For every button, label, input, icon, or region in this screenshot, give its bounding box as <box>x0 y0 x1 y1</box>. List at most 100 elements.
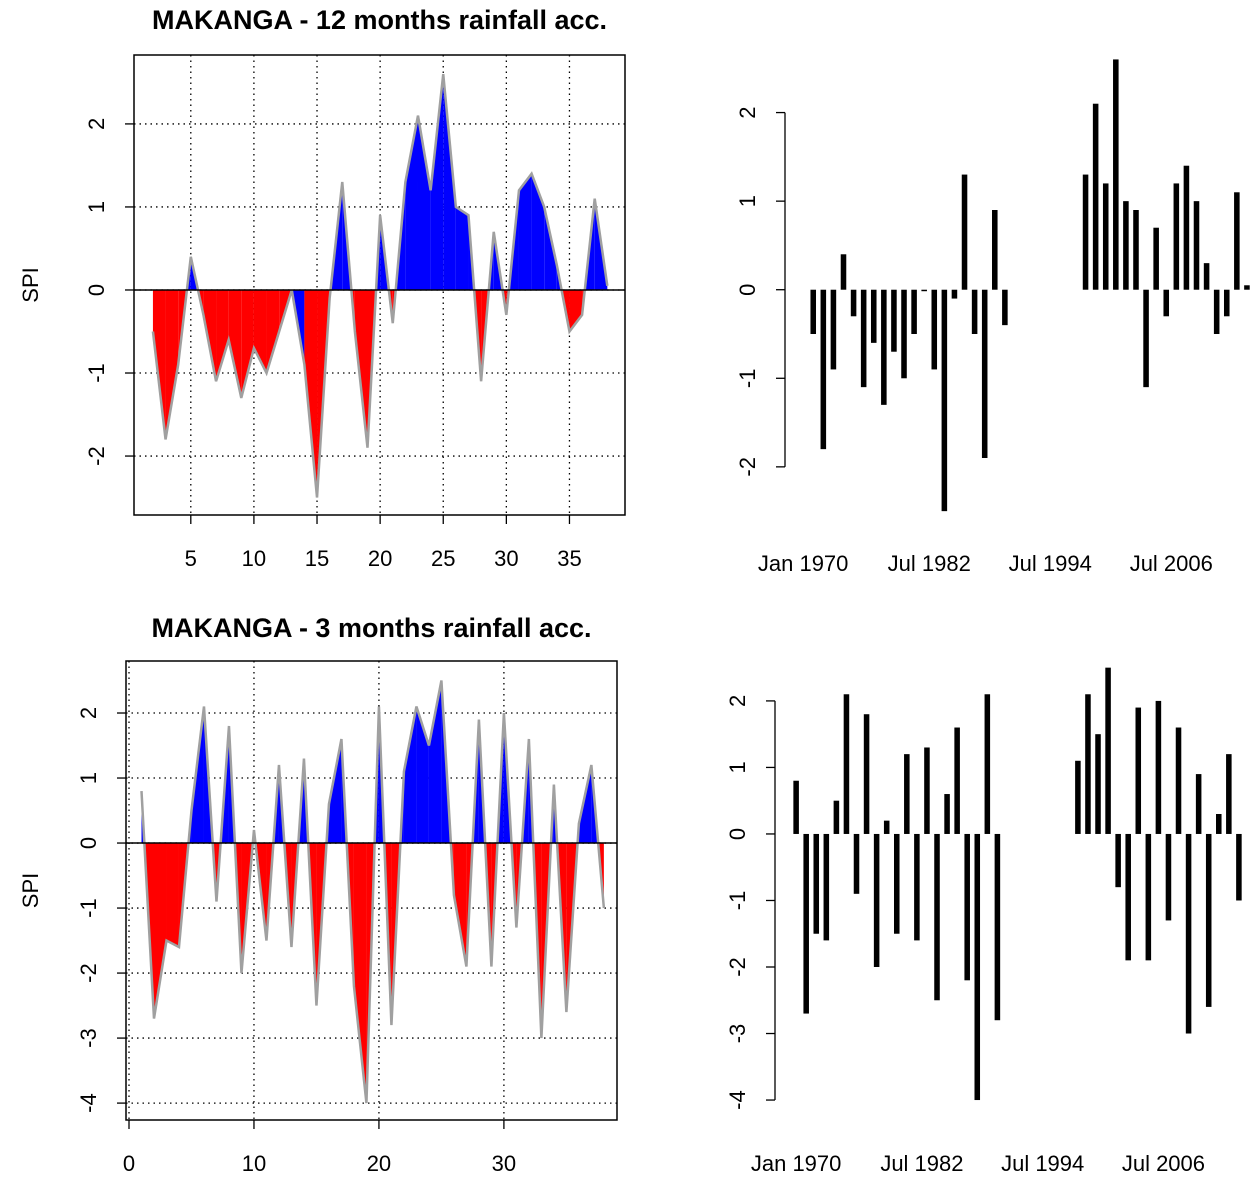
y-tick-label: 1 <box>76 772 101 784</box>
y-tick-label: 0 <box>76 837 101 849</box>
bar <box>1205 833 1212 1007</box>
bar <box>1153 227 1159 290</box>
bar <box>1175 727 1182 834</box>
bar <box>971 289 978 334</box>
y-tick-label: -2 <box>735 457 760 477</box>
x-tick-label: 30 <box>492 1151 516 1176</box>
bar <box>860 289 867 388</box>
bar <box>883 820 890 834</box>
area-segment <box>166 843 179 948</box>
bar <box>1193 201 1200 290</box>
area-segment <box>453 843 467 967</box>
bar <box>981 289 988 458</box>
bar <box>830 289 837 370</box>
bar <box>1223 289 1230 317</box>
spi-line <box>151 73 609 498</box>
y-tick-label: 2 <box>76 707 101 719</box>
bar <box>961 174 968 290</box>
bar <box>984 694 991 834</box>
area-segment <box>443 74 456 290</box>
bar <box>1145 833 1152 961</box>
x-tick-label: Jul 2006 <box>1122 1151 1205 1176</box>
y-axis-label: SPI <box>18 873 43 908</box>
bar <box>924 747 930 834</box>
area-segment <box>153 843 167 1019</box>
x-tick-label: Jan 1970 <box>751 1151 842 1176</box>
plot-frame <box>125 660 618 1121</box>
area-segment <box>455 206 469 290</box>
bar <box>893 833 900 934</box>
bar <box>1125 833 1131 961</box>
bar <box>810 289 817 334</box>
y-tick-label: 0 <box>84 284 109 296</box>
bar <box>840 254 847 290</box>
bar <box>1226 754 1232 834</box>
y-tick-label: -4 <box>76 1093 101 1113</box>
y-tick-label: -2 <box>725 957 750 977</box>
bar <box>941 289 948 512</box>
area-segment <box>544 206 557 290</box>
bar <box>1085 694 1091 834</box>
area-segment <box>328 739 342 844</box>
y-tick-label: 0 <box>735 284 760 296</box>
bar <box>951 289 958 299</box>
bar <box>954 727 960 834</box>
bar <box>853 833 860 894</box>
bar <box>1234 192 1240 290</box>
area-segment <box>403 706 417 844</box>
area-segment <box>353 843 367 1104</box>
bar <box>803 833 809 1014</box>
spi-line <box>140 680 606 1104</box>
bar <box>944 794 950 834</box>
bar <box>1095 734 1101 834</box>
area-segment <box>428 680 442 844</box>
area-segment <box>531 173 545 290</box>
y-tick-label: 2 <box>725 695 750 707</box>
y-tick-label: -1 <box>725 891 750 911</box>
bar <box>904 754 910 834</box>
x-tick-label: Jul 1982 <box>880 1151 963 1176</box>
x-tick-label: 15 <box>305 546 329 571</box>
bar <box>1165 833 1172 921</box>
bar <box>911 289 917 334</box>
bar <box>1244 285 1250 290</box>
bar <box>914 833 920 941</box>
bar <box>793 780 799 834</box>
bar <box>974 833 981 1101</box>
y-tick-label: -2 <box>76 963 101 983</box>
area-segment <box>216 289 229 382</box>
bar <box>1155 700 1162 834</box>
chart-title: MAKANGA - 3 months rainfall acc. <box>151 613 591 643</box>
plot-frame <box>133 54 626 516</box>
bar <box>870 289 877 343</box>
x-tick-label: 25 <box>431 546 455 571</box>
bar <box>1102 183 1109 290</box>
area-segment <box>430 74 444 290</box>
bar <box>901 289 907 379</box>
bar <box>921 289 927 292</box>
x-tick-label: 20 <box>367 1151 391 1176</box>
x-tick-label: Jan 1970 <box>758 551 849 576</box>
bar <box>891 289 897 352</box>
bar <box>1195 774 1202 834</box>
y-tick-label: -2 <box>84 446 109 466</box>
bar <box>1163 289 1170 317</box>
bar <box>820 289 827 450</box>
bar <box>1075 760 1081 834</box>
y-tick-label: -4 <box>725 1090 750 1110</box>
y-tick-label: -1 <box>735 369 760 389</box>
bar <box>1236 833 1242 901</box>
x-tick-label: 30 <box>494 546 518 571</box>
bar <box>1173 183 1180 290</box>
y-tick-label: 2 <box>735 106 760 118</box>
x-tick-label: 0 <box>123 1151 135 1176</box>
bar <box>934 833 940 1001</box>
bar <box>813 833 820 934</box>
bar <box>850 289 857 317</box>
y-tick-label: 2 <box>84 118 109 130</box>
y-tick-label: 1 <box>725 761 750 773</box>
bar <box>1143 289 1149 388</box>
bar <box>1213 289 1220 334</box>
x-tick-label: 20 <box>368 546 392 571</box>
y-tick-label: -3 <box>725 1024 750 1044</box>
